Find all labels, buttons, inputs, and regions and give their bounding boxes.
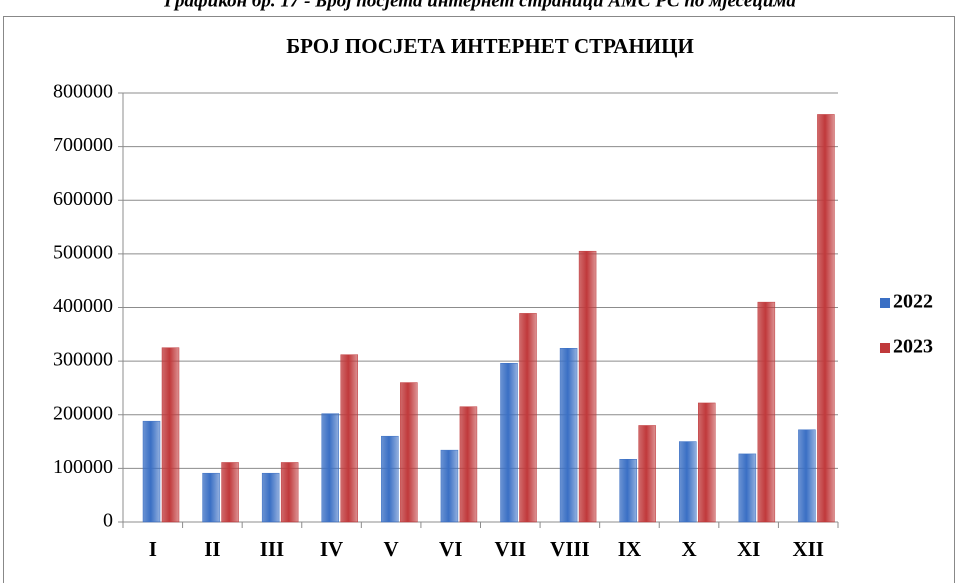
bar [619, 459, 637, 523]
y-tick-label: 500000 [53, 241, 113, 263]
bar [500, 363, 518, 523]
legend-swatch [880, 298, 890, 308]
x-tick-label: IX [618, 537, 641, 561]
y-tick-label: 700000 [53, 134, 113, 156]
x-tick-label: II [204, 537, 220, 561]
y-tick-label: 600000 [53, 188, 113, 210]
bar [221, 462, 239, 523]
bar [261, 472, 280, 523]
chart-title: БРОЈ ПОСЈЕТА ИНТЕРНЕТ СТРАНИЦИ [286, 34, 694, 58]
legend-label: 2022 [893, 291, 933, 313]
bar [519, 313, 537, 523]
x-tick-label: XI [737, 537, 760, 561]
x-tick-label: X [681, 537, 696, 561]
x-tick-label: VII [495, 537, 527, 561]
bar [817, 114, 835, 523]
bar [459, 406, 478, 523]
x-tick-label: V [384, 537, 399, 561]
bar [321, 413, 339, 523]
legend-label: 2023 [893, 336, 933, 358]
y-tick-label: 200000 [53, 402, 113, 424]
y-tick-label: 800000 [53, 81, 113, 103]
chart-caption: Графикон бр. 17 - Број посјета интернет … [163, 0, 796, 11]
bar [340, 354, 358, 523]
bar [698, 402, 716, 523]
bar [798, 429, 816, 523]
bar [638, 425, 656, 523]
x-tick-label: IV [320, 537, 343, 561]
bar [578, 250, 597, 523]
x-tick-label: VI [439, 537, 462, 561]
y-tick-label: 400000 [53, 295, 113, 317]
bar [679, 441, 697, 523]
y-tick-label: 300000 [53, 349, 113, 371]
bar [142, 420, 161, 523]
bar [738, 453, 757, 523]
bar [280, 462, 299, 523]
bar [757, 301, 776, 523]
bar [559, 348, 578, 523]
x-tick-label: VIII [550, 537, 590, 561]
bar [400, 382, 418, 523]
x-tick-label: III [260, 537, 285, 561]
legend-swatch [880, 343, 890, 353]
x-tick-label: XII [792, 537, 824, 561]
y-tick-label: 0 [103, 510, 113, 532]
bar [202, 472, 220, 523]
bar [381, 435, 399, 523]
bar [161, 347, 180, 523]
y-tick-label: 100000 [53, 456, 113, 478]
x-tick-label: I [149, 537, 157, 561]
bar [440, 449, 459, 523]
